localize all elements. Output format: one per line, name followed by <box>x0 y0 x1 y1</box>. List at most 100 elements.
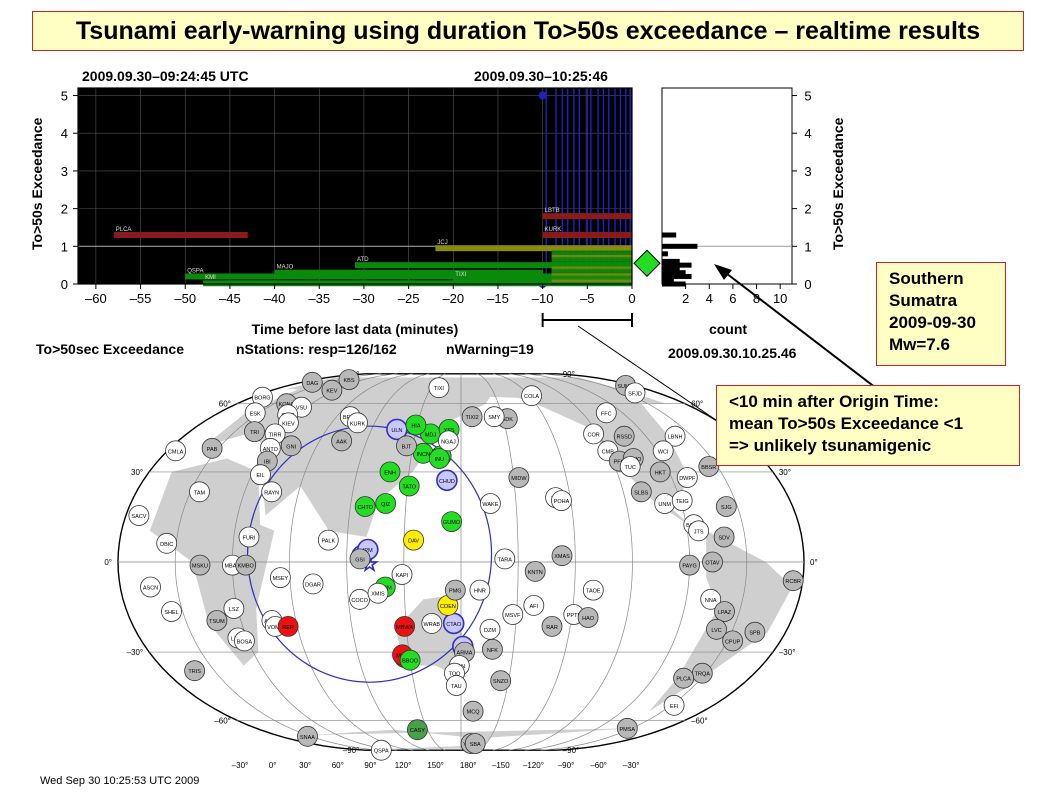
station-code: WAKE <box>482 502 498 508</box>
mean-exceedance-marker <box>633 249 661 277</box>
station-marker: TUC <box>619 456 641 477</box>
station-marker: LPAZ <box>714 601 735 622</box>
histogram-ylabel: To>50s Exceedance <box>830 117 846 250</box>
station-code: ARMA <box>457 651 473 657</box>
station-circle <box>521 385 542 407</box>
map-lat-label: –90° <box>563 746 580 755</box>
map-lon-label: 120° <box>395 761 412 770</box>
station-circle <box>379 461 401 483</box>
station-code: SFJD <box>628 391 642 397</box>
map-meridian <box>174 373 382 751</box>
map-lat-label: 60° <box>219 400 231 409</box>
map-lat-label: 60° <box>691 400 703 409</box>
station-marker: DAG <box>301 371 323 393</box>
station-marker: MSVF <box>502 604 524 625</box>
station-circle <box>673 667 694 689</box>
station-code: PAB <box>207 447 218 453</box>
station-code: ANTO <box>263 447 279 453</box>
station-code: DAG <box>306 381 318 387</box>
station-circle <box>354 496 376 517</box>
map-lat-label: 30° <box>131 468 143 477</box>
timeline-frame <box>77 87 633 285</box>
station-code: NGAJ <box>441 439 456 445</box>
station-circle <box>338 369 360 391</box>
station-circle <box>347 412 368 434</box>
station-circle <box>367 582 389 604</box>
stations-count: nStations: resp=126/162 <box>236 341 397 357</box>
station-circle <box>630 481 652 503</box>
histogram-frame <box>661 87 793 285</box>
station-code: KURK <box>350 421 366 427</box>
page-title: Tsunami early-warning using duration To>… <box>32 11 1024 51</box>
station-code: KIEV <box>282 421 295 427</box>
station-circle <box>156 532 178 554</box>
station-code: SDV <box>718 536 730 542</box>
station-marker: XMIS <box>367 582 389 604</box>
station-marker: HAO <box>577 607 599 628</box>
station-marker: PLCA <box>673 667 694 689</box>
map-lat-label: 90° <box>563 370 575 379</box>
station-code: TEIG <box>676 499 689 505</box>
station-marker: CASY <box>406 719 428 741</box>
station-code: SACV <box>131 514 146 520</box>
station-code: DWPF <box>679 476 696 482</box>
station-code: PLCA <box>676 677 691 683</box>
station-circle <box>403 529 425 551</box>
station-code: SPB <box>749 631 760 637</box>
event-arrow-head <box>714 264 732 280</box>
station-circle <box>301 371 323 393</box>
station-circle <box>782 570 804 592</box>
station-code: EIL <box>256 473 264 479</box>
station-code: GUMO <box>443 520 461 526</box>
timeline-xtick-label: –10 <box>532 291 554 306</box>
event-arrow <box>721 269 877 389</box>
event-info-box: Southern Sumatra 2009-09-30 Mw=7.6 <box>876 262 1006 366</box>
station-marker: RSSD <box>613 425 635 447</box>
bar-station-label: ATD <box>357 257 369 263</box>
exceedance-bar <box>435 245 632 252</box>
station-circle <box>671 490 693 512</box>
station-marker: TATO <box>398 475 420 497</box>
station-code: RAYN <box>264 490 279 496</box>
start-time-label: 2009.09.30–09:24:45 UTC <box>82 68 249 84</box>
station-code: HNR <box>474 589 486 595</box>
timeline-xtick-label: 0 <box>628 291 635 306</box>
station-code: SBA <box>470 742 481 748</box>
station-marker: TAM <box>189 481 210 503</box>
station-marker: XMAS <box>551 545 573 567</box>
station-code: TAM <box>194 490 206 496</box>
station-circle <box>595 402 617 424</box>
station-code: PALK <box>321 539 335 545</box>
event-region-2: Sumatra <box>889 291 958 310</box>
map-lat-label: –30° <box>127 648 144 657</box>
station-circle <box>269 567 291 588</box>
station-circle <box>391 564 413 585</box>
station-code: INU <box>435 457 445 463</box>
station-marker: BBSR <box>698 456 720 477</box>
recent-bar <box>551 275 632 280</box>
histogram-xtick-label: 10 <box>773 291 787 306</box>
station-circle <box>370 739 392 761</box>
station-marker: RCBR <box>782 570 804 592</box>
station-circle <box>394 616 416 637</box>
station-marker: DWPF <box>676 467 698 488</box>
station-circle <box>577 607 599 628</box>
station-code: MSEY <box>273 576 289 582</box>
recent-bar <box>551 266 632 271</box>
timeline-ytick-label: 1 <box>61 239 68 254</box>
station-circle <box>441 511 463 532</box>
map-outline <box>117 373 805 751</box>
station-marker: SBA <box>464 733 486 754</box>
histogram-ytick-label: 5 <box>804 89 811 104</box>
station-code: CASY <box>410 728 425 734</box>
station-circle <box>652 440 674 462</box>
histogram-ytick-label: 2 <box>804 202 811 217</box>
station-circle <box>479 493 501 514</box>
map-lon-label: 30° <box>299 761 311 770</box>
station-circle <box>523 595 545 616</box>
station-code: BORG <box>254 396 270 402</box>
station-marker: JTS <box>688 520 709 542</box>
station-circle <box>613 425 635 447</box>
timeline-xtick-label: –50 <box>174 291 196 306</box>
station-code: CTAO <box>446 622 462 628</box>
